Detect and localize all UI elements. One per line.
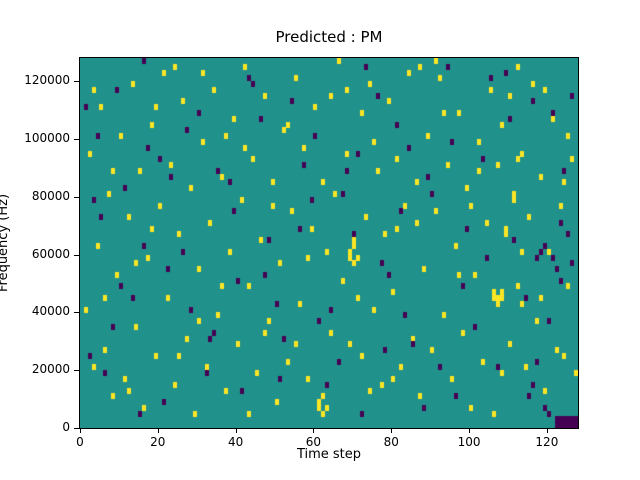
y-tick-label: 80000 [31,188,70,203]
x-tick-label: 20 [150,435,166,449]
y-tick-label: 0 [62,420,70,434]
y-tick-mark [74,81,79,83]
y-tick-label: 40000 [31,304,70,319]
y-tick-label: 100000 [24,130,70,145]
x-tick-mark [469,429,471,433]
x-tick-label: 40 [227,435,244,449]
x-tick-label: 60 [305,435,322,449]
y-tick-mark [74,370,79,372]
x-tick-mark [546,429,548,433]
x-tick-label: 0 [76,435,84,449]
y-tick-mark [74,138,79,140]
y-tick-mark [74,254,79,256]
y-tick-label: 120000 [24,73,70,88]
x-tick-label: 120 [535,435,559,449]
y-tick-mark [74,428,79,429]
plot-title: Predicted : PM [275,28,383,46]
x-tick-label: 100 [457,435,481,449]
y-axis-label: Frequency (Hz) [0,193,11,293]
y-tick-label: 20000 [31,362,70,377]
x-tick-mark [80,429,81,433]
x-tick-mark [157,429,159,433]
heatmap-canvas [80,58,578,428]
y-tick-label: 60000 [31,246,70,261]
x-axis-label: Time step [296,447,362,462]
x-tick-mark [313,429,315,433]
x-tick-label: 80 [383,435,399,449]
y-tick-mark [74,312,79,314]
x-tick-mark [391,429,393,433]
plot-area [79,57,579,429]
y-tick-mark [74,196,79,198]
x-tick-mark [235,429,237,433]
